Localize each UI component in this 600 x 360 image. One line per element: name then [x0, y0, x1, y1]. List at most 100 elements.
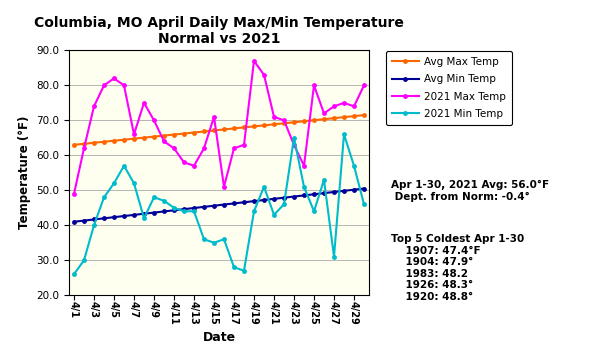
Avg Max Temp [100, 140, 107, 144]
2021 Min Temp [301, 185, 308, 189]
Avg Min Temp [230, 201, 238, 206]
2021 Max Temp [260, 73, 268, 77]
2021 Max Temp [280, 118, 287, 122]
Avg Max Temp [250, 124, 257, 129]
2021 Max Temp [220, 185, 227, 189]
2021 Min Temp [290, 136, 298, 140]
Avg Max Temp [290, 120, 298, 125]
Avg Max Temp [170, 132, 178, 137]
Avg Min Temp [181, 207, 188, 211]
Avg Max Temp [110, 139, 118, 143]
2021 Min Temp [350, 164, 358, 168]
2021 Min Temp [320, 177, 328, 182]
2021 Min Temp [250, 209, 257, 213]
Avg Min Temp [91, 217, 98, 222]
Avg Min Temp [190, 206, 197, 210]
2021 Min Temp [151, 195, 158, 199]
2021 Min Temp [160, 199, 167, 203]
2021 Max Temp [241, 143, 248, 147]
2021 Min Temp [80, 258, 88, 262]
2021 Min Temp [140, 216, 148, 220]
Avg Max Temp [190, 130, 197, 135]
Line: 2021 Min Temp: 2021 Min Temp [71, 132, 367, 276]
Avg Max Temp [271, 122, 278, 126]
2021 Min Temp [130, 181, 137, 185]
2021 Max Temp [320, 111, 328, 116]
2021 Max Temp [331, 104, 338, 108]
Avg Max Temp [241, 125, 248, 130]
2021 Min Temp [241, 269, 248, 273]
2021 Min Temp [280, 202, 287, 206]
2021 Max Temp [80, 146, 88, 150]
Avg Max Temp [230, 126, 238, 131]
2021 Min Temp [110, 181, 118, 185]
2021 Min Temp [271, 213, 278, 217]
2021 Min Temp [211, 240, 218, 245]
Avg Min Temp [350, 188, 358, 192]
Avg Max Temp [350, 114, 358, 118]
2021 Max Temp [140, 101, 148, 105]
2021 Min Temp [340, 132, 347, 136]
Avg Max Temp [361, 113, 368, 117]
Avg Min Temp [121, 214, 128, 218]
Avg Max Temp [200, 129, 208, 134]
Avg Min Temp [301, 193, 308, 198]
Avg Max Temp [121, 138, 128, 142]
2021 Min Temp [200, 237, 208, 242]
Avg Min Temp [151, 211, 158, 215]
Legend: Avg Max Temp, Avg Min Temp, 2021 Max Temp, 2021 Min Temp: Avg Max Temp, Avg Min Temp, 2021 Max Tem… [386, 51, 512, 125]
Avg Max Temp [260, 123, 268, 127]
Avg Min Temp [320, 191, 328, 195]
2021 Max Temp [110, 76, 118, 81]
Avg Min Temp [170, 208, 178, 212]
Avg Min Temp [211, 203, 218, 208]
Avg Min Temp [110, 215, 118, 219]
Avg Min Temp [271, 197, 278, 201]
Avg Min Temp [241, 200, 248, 204]
Title: Columbia, MO April Daily Max/Min Temperature
Normal vs 2021: Columbia, MO April Daily Max/Min Tempera… [34, 16, 404, 46]
2021 Max Temp [290, 143, 298, 147]
2021 Min Temp [190, 209, 197, 213]
Avg Min Temp [340, 189, 347, 193]
Avg Min Temp [331, 190, 338, 194]
2021 Max Temp [170, 146, 178, 150]
Avg Max Temp [220, 127, 227, 132]
Avg Max Temp [91, 141, 98, 145]
2021 Min Temp [70, 272, 77, 276]
Avg Min Temp [130, 213, 137, 217]
2021 Max Temp [160, 139, 167, 144]
2021 Min Temp [310, 209, 317, 213]
Avg Min Temp [160, 209, 167, 213]
Avg Min Temp [260, 198, 268, 202]
2021 Min Temp [230, 265, 238, 269]
Avg Min Temp [361, 186, 368, 191]
Line: Avg Min Temp: Avg Min Temp [71, 186, 367, 224]
2021 Max Temp [211, 115, 218, 119]
Avg Max Temp [320, 117, 328, 121]
2021 Max Temp [361, 83, 368, 87]
Avg Max Temp [280, 121, 287, 125]
Avg Min Temp [100, 216, 107, 220]
Avg Max Temp [140, 135, 148, 140]
Avg Max Temp [80, 141, 88, 146]
Avg Max Temp [331, 116, 338, 120]
2021 Min Temp [260, 185, 268, 189]
2021 Max Temp [250, 59, 257, 63]
2021 Max Temp [151, 118, 158, 122]
Avg Min Temp [140, 212, 148, 216]
Avg Min Temp [80, 219, 88, 223]
Avg Max Temp [340, 115, 347, 119]
2021 Max Temp [271, 115, 278, 119]
2021 Min Temp [361, 202, 368, 206]
Avg Max Temp [301, 119, 308, 123]
2021 Min Temp [100, 195, 107, 199]
2021 Max Temp [190, 164, 197, 168]
2021 Min Temp [121, 164, 128, 168]
Avg Max Temp [211, 128, 218, 132]
2021 Max Temp [230, 146, 238, 150]
2021 Max Temp [340, 101, 347, 105]
Text: Apr 1-30, 2021 Avg: 56.0°F
 Dept. from Norm: -0.4°: Apr 1-30, 2021 Avg: 56.0°F Dept. from No… [391, 180, 550, 202]
Avg Min Temp [250, 199, 257, 203]
2021 Max Temp [130, 132, 137, 136]
Avg Min Temp [310, 192, 317, 197]
